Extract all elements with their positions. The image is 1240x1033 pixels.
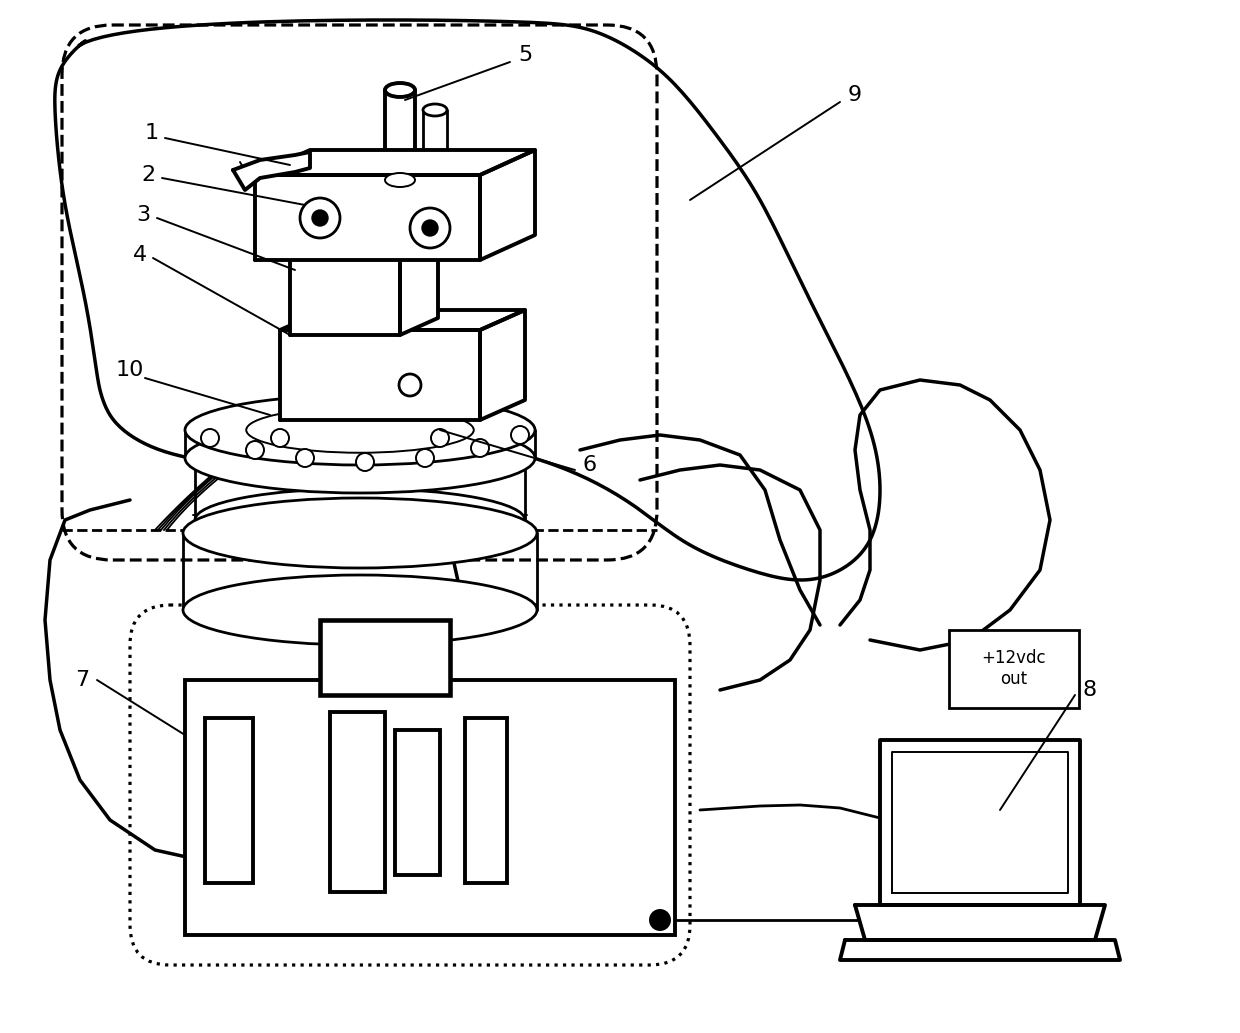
Text: 8: 8 bbox=[1083, 680, 1097, 700]
Polygon shape bbox=[480, 310, 525, 420]
Polygon shape bbox=[233, 152, 310, 190]
Text: 7: 7 bbox=[74, 670, 89, 690]
Ellipse shape bbox=[185, 422, 534, 493]
Polygon shape bbox=[290, 238, 438, 255]
Bar bbox=[949, 630, 1079, 708]
Bar bbox=[185, 680, 675, 935]
Circle shape bbox=[246, 441, 264, 459]
Ellipse shape bbox=[384, 173, 415, 187]
Polygon shape bbox=[839, 940, 1120, 960]
Bar bbox=[205, 718, 253, 883]
Ellipse shape bbox=[185, 395, 534, 465]
Polygon shape bbox=[255, 150, 534, 175]
Polygon shape bbox=[401, 238, 438, 335]
Text: 1: 1 bbox=[145, 123, 159, 143]
Ellipse shape bbox=[195, 489, 525, 552]
Circle shape bbox=[422, 220, 438, 236]
Bar bbox=[320, 620, 450, 695]
Circle shape bbox=[650, 910, 670, 930]
Text: 9: 9 bbox=[848, 85, 862, 105]
Ellipse shape bbox=[423, 104, 446, 116]
Circle shape bbox=[272, 429, 289, 447]
Circle shape bbox=[312, 210, 329, 226]
Ellipse shape bbox=[247, 407, 474, 452]
Text: 2: 2 bbox=[141, 165, 155, 185]
Bar bbox=[465, 718, 507, 883]
Polygon shape bbox=[892, 752, 1068, 893]
Circle shape bbox=[300, 198, 340, 238]
Polygon shape bbox=[880, 740, 1080, 905]
Polygon shape bbox=[856, 905, 1105, 940]
Ellipse shape bbox=[184, 575, 537, 645]
Text: 10: 10 bbox=[115, 359, 144, 380]
Text: +12vdc
out: +12vdc out bbox=[981, 650, 1047, 688]
Bar bbox=[396, 730, 440, 875]
Polygon shape bbox=[280, 330, 480, 420]
Circle shape bbox=[471, 439, 489, 457]
Ellipse shape bbox=[184, 498, 537, 568]
Text: 6: 6 bbox=[583, 455, 598, 475]
Circle shape bbox=[356, 453, 374, 471]
Circle shape bbox=[410, 208, 450, 248]
Text: 3: 3 bbox=[136, 205, 150, 225]
Polygon shape bbox=[290, 255, 401, 335]
Circle shape bbox=[399, 374, 422, 396]
Polygon shape bbox=[280, 310, 525, 330]
Polygon shape bbox=[480, 150, 534, 260]
Polygon shape bbox=[255, 175, 480, 260]
Bar bbox=[330, 712, 384, 893]
Circle shape bbox=[415, 449, 434, 467]
Circle shape bbox=[511, 426, 529, 444]
Circle shape bbox=[432, 429, 449, 447]
Circle shape bbox=[296, 449, 314, 467]
Text: 4: 4 bbox=[133, 245, 148, 265]
Text: 5: 5 bbox=[518, 45, 532, 65]
Circle shape bbox=[201, 429, 219, 447]
Ellipse shape bbox=[384, 83, 415, 97]
